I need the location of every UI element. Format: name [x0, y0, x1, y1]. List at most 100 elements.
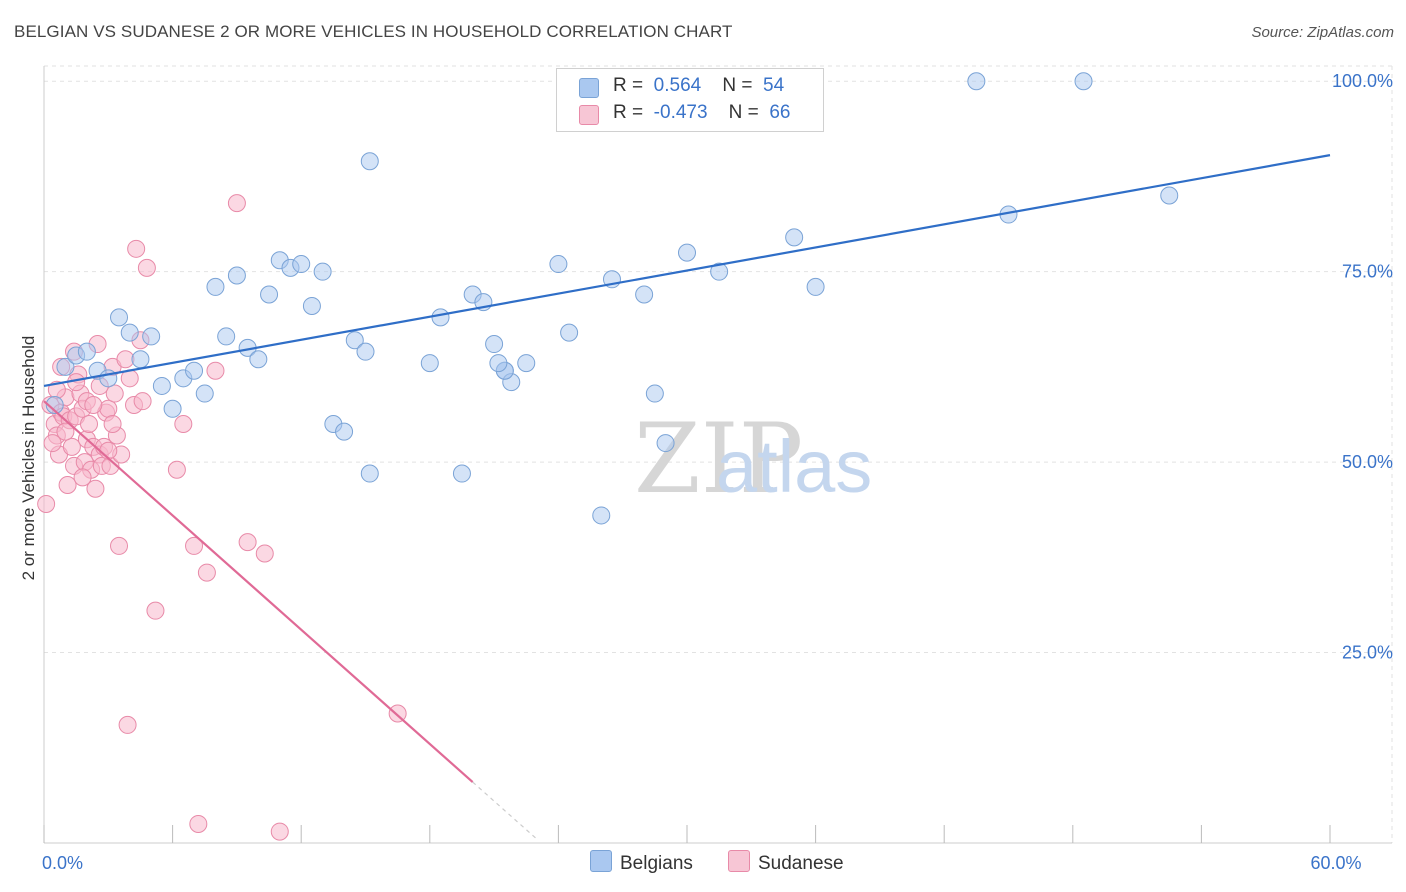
sudanese-point-65: [99, 441, 118, 460]
belgians-point-47: [635, 285, 654, 304]
sudanese-point-43: [174, 415, 193, 434]
belgians-point-20: [260, 285, 279, 304]
belgians-point-49: [656, 434, 675, 453]
sudanese-point-41: [137, 258, 156, 277]
sudanese-point-42: [146, 601, 165, 620]
sudanese-trend-extension: [472, 781, 538, 840]
belgians-point-25: [313, 262, 332, 281]
watermark-atlas: atlas: [716, 425, 872, 508]
belgians-r-value: 0.564: [653, 75, 702, 96]
source-label: Source: ZipAtlas.com: [1251, 24, 1394, 41]
y-tick-label-0: 25.0%: [1342, 643, 1393, 663]
belgians-point-27: [335, 422, 354, 441]
belgians-point-52: [785, 228, 804, 247]
belgians-point-48: [645, 384, 664, 403]
sudanese-point-50: [238, 533, 257, 552]
chart-title: BELGIAN VS SUDANESE 2 OR MORE VEHICLES I…: [14, 22, 733, 41]
belgians-point-6: [110, 308, 129, 327]
sudanese-point-44: [167, 460, 186, 479]
axes: [43, 66, 1392, 844]
sudanese-point-49: [227, 194, 246, 213]
sudanese-r-value: -0.473: [653, 102, 708, 123]
belgians-point-50: [678, 243, 696, 262]
belgians-point-13: [185, 361, 204, 380]
belgians-point-24: [302, 296, 321, 315]
belgians-point-14: [195, 384, 214, 403]
bottom-legend-belgians-swatch: [590, 850, 612, 872]
belgians-n-label: N =: [722, 75, 753, 96]
belgians-point-15: [206, 277, 225, 296]
belgians-point-51: [710, 262, 729, 281]
sudanese-r-label: R =: [613, 102, 644, 123]
bottom-legend-sudanese-swatch: [728, 850, 750, 872]
sudanese-point-32: [110, 536, 129, 555]
belgians-point-23: [292, 255, 311, 274]
watermark: ZIP atlas: [634, 403, 872, 515]
sudanese-n-label: N =: [728, 102, 759, 123]
belgians-point-55: [1074, 72, 1093, 91]
y-tick-label-1: 50.0%: [1342, 452, 1393, 472]
x-tick-label-1: 60.0%: [1310, 853, 1361, 873]
tick-labels: 25.0% 50.0% 75.0% 100.0% 0.0% 60.0%: [42, 71, 1393, 873]
bottom-legend-sudanese: Sudanese: [728, 850, 844, 875]
belgians-r-label: R =: [613, 75, 644, 96]
belgians-point-3: [77, 342, 96, 361]
sudanese-point-18: [80, 415, 99, 434]
y-tick-label-2: 75.0%: [1342, 262, 1393, 282]
stats-legend: R = 0.564 N = 54 R = -0.473 N = 66: [556, 68, 824, 132]
sudanese-point-58: [43, 434, 62, 453]
belgians-points: [45, 72, 1179, 525]
belgians-point-17: [227, 266, 246, 285]
belgians-point-53: [806, 277, 825, 296]
sudanese-point-10: [62, 437, 81, 456]
belgians-point-34: [452, 464, 471, 483]
sudanese-point-57: [56, 422, 75, 441]
sudanese-swatch: [579, 105, 599, 125]
sudanese-point-35: [118, 715, 137, 734]
belgians-point-54: [967, 72, 986, 91]
sudanese-point-64: [84, 395, 103, 414]
belgians-point-42: [517, 354, 536, 373]
x-tick-label-0: 0.0%: [42, 853, 83, 873]
belgians-point-41: [489, 354, 508, 373]
sudanese-point-0: [37, 495, 56, 514]
sudanese-point-52: [270, 822, 289, 841]
y-axis-label: 2 or more Vehicles in Household: [19, 336, 38, 581]
sudanese-point-60: [103, 415, 122, 434]
bottom-legend-belgians: Belgians: [590, 850, 693, 875]
y-tick-label-3: 100.0%: [1332, 71, 1393, 91]
belgians-point-45: [592, 506, 611, 525]
belgians-point-28: [345, 331, 364, 350]
sudanese-point-30: [105, 384, 124, 403]
belgians-point-10: [152, 376, 171, 395]
belgians-swatch: [579, 78, 599, 98]
belgians-point-31: [360, 152, 379, 171]
belgians-point-29: [356, 342, 375, 361]
bottom-legend-belgians-label: Belgians: [620, 853, 693, 874]
belgians-point-0: [45, 395, 64, 414]
belgians-point-44: [560, 323, 579, 342]
sudanese-point-46: [189, 814, 208, 833]
sudanese-point-51: [255, 544, 274, 563]
belgians-point-43: [549, 255, 568, 274]
sudanese-point-48: [206, 361, 225, 380]
sudanese-point-34: [116, 350, 135, 369]
sudanese-point-47: [197, 563, 216, 582]
sudanese-trend-line: [43, 400, 474, 783]
belgians-point-19: [249, 350, 268, 369]
sudanese-point-45: [185, 536, 204, 555]
sudanese-n-value: 66: [769, 102, 791, 123]
belgians-point-7: [120, 323, 139, 342]
belgians-point-16: [217, 327, 236, 346]
bottom-legend-sudanese-label: Sudanese: [758, 853, 844, 874]
sudanese-point-21: [86, 479, 105, 498]
sudanese-point-40: [133, 392, 152, 411]
trend-lines: [43, 154, 1331, 840]
belgians-point-8: [131, 350, 150, 369]
belgians-point-1: [56, 357, 75, 376]
sudanese-point-27: [99, 399, 118, 418]
sudanese-point-38: [127, 239, 146, 258]
belgians-point-11: [163, 399, 182, 418]
sudanese-point-61: [73, 468, 92, 487]
